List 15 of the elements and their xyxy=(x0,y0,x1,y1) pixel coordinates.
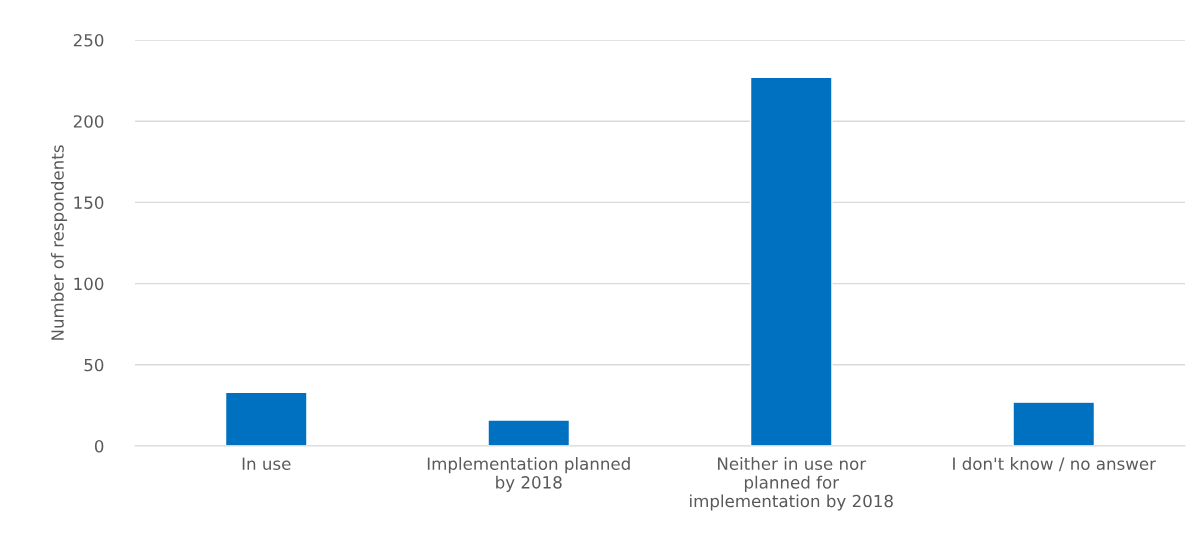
x-tick-label: In use xyxy=(242,457,291,471)
bar xyxy=(224,391,308,446)
y-tick-label: 250 xyxy=(73,33,104,47)
bar xyxy=(487,419,571,446)
y-tick-label: 0 xyxy=(94,439,104,453)
y-tick-label: 200 xyxy=(73,115,104,128)
x-tick-label: Implementation planned by 2018 xyxy=(427,457,630,492)
bar xyxy=(749,76,833,446)
y-tick-label: 50 xyxy=(84,358,104,372)
y-tick-label: 100 xyxy=(74,277,104,291)
x-tick-label: Neither in use nor planned for implementation by 2018 xyxy=(690,457,893,511)
x-tick-label: I don't know / no answer xyxy=(953,457,1156,472)
bar xyxy=(1012,401,1096,446)
y-axis-title: Number of respondents xyxy=(50,145,68,340)
y-tick-label: 150 xyxy=(74,196,104,209)
